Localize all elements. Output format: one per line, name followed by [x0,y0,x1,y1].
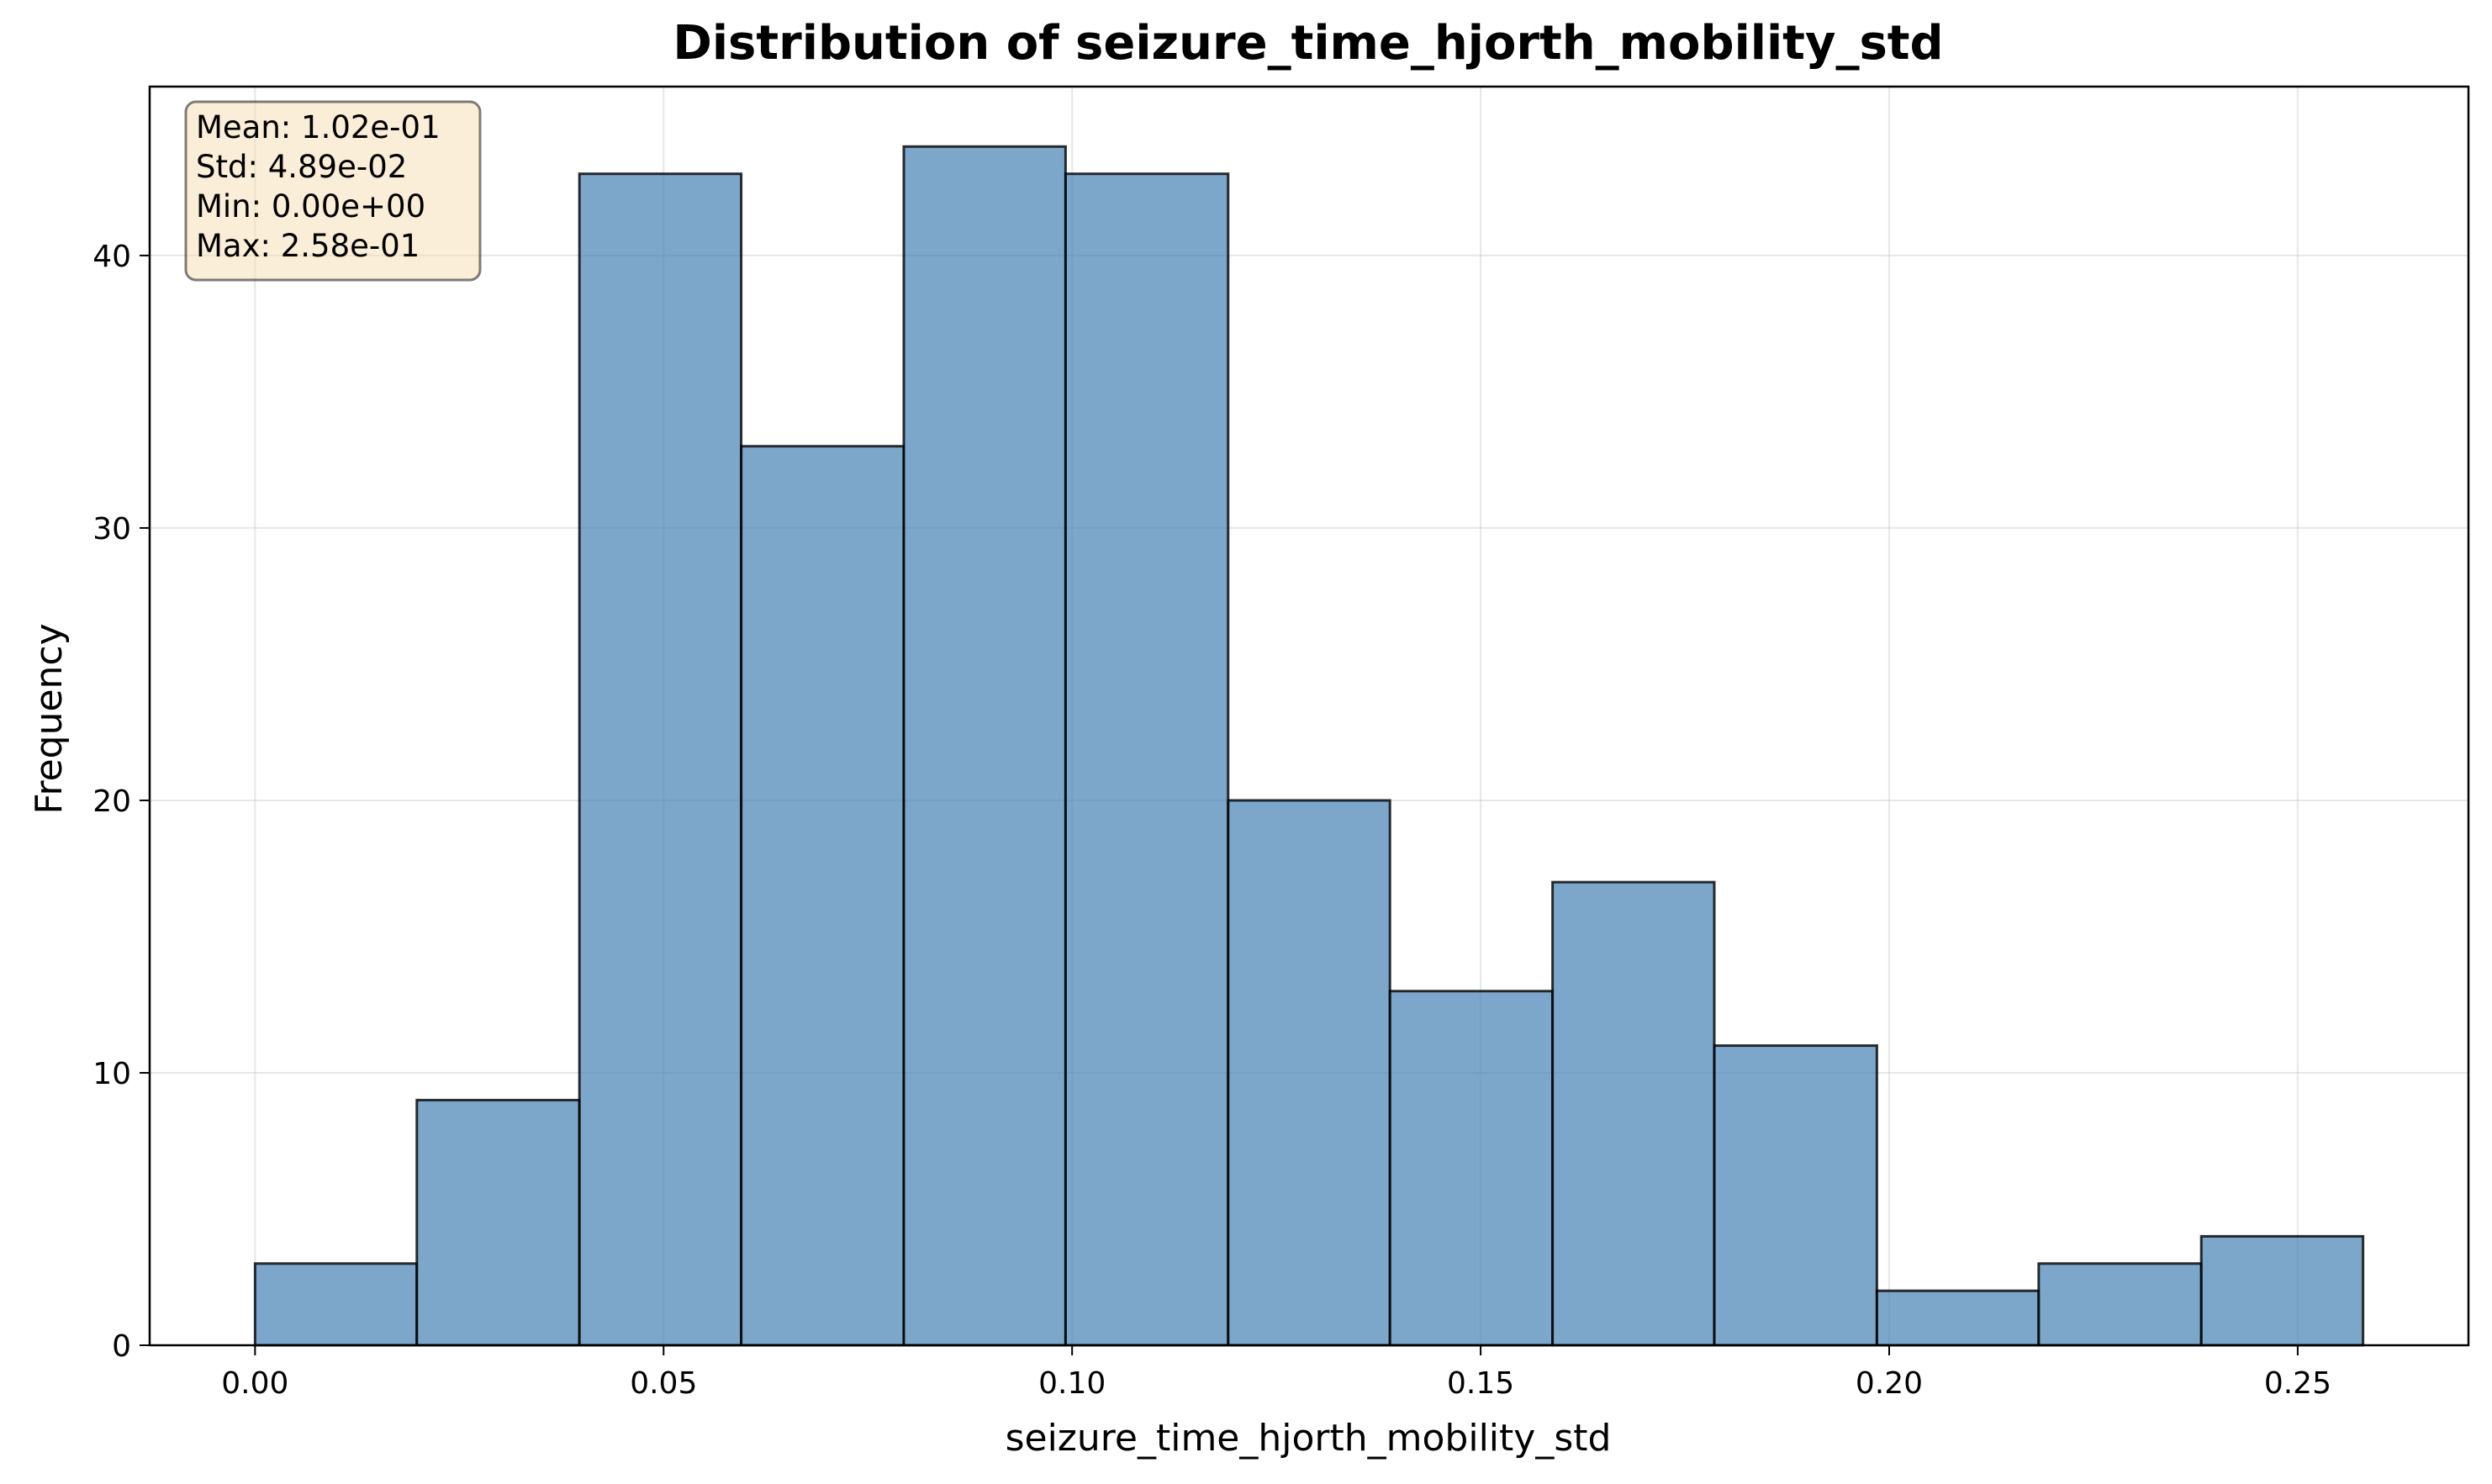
y-axis-ticks: 0 10 20 30 40 [92,240,150,1364]
x-tick-label: 0.05 [630,1366,697,1401]
histogram-bar [1875,1289,2041,1347]
x-tick-label: 0.25 [2264,1366,2331,1401]
histogram-bar [1713,1044,1878,1347]
histogram-bar [2037,1262,2203,1347]
x-axis-ticks: 0.00 0.05 0.10 0.15 0.20 0.25 [221,1345,2331,1401]
y-tick-label: 20 [92,784,131,819]
histogram-bar [1388,990,1555,1347]
x-tick-label: 0.20 [1856,1366,1923,1401]
histogram-bar [740,445,905,1347]
x-tick-label: 0.10 [1038,1366,1106,1401]
stats-box: Mean: 1.02e-01 Std: 4.89e-02 Min: 0.00e+… [184,100,482,282]
x-axis-label: seizure_time_hjorth_mobility_std [1006,1417,1612,1460]
histogram-bar [1551,880,1716,1347]
histogram-bar [902,145,1067,1347]
histogram-bar [253,1262,419,1347]
axes [148,85,2470,1347]
x-tick-label: 0.00 [221,1366,288,1401]
plot-frame [148,85,2470,1347]
histogram-bars [253,145,2365,1347]
histogram-bar [578,172,743,1347]
histogram-bar [1064,172,1230,1347]
y-tick-label: 40 [92,240,131,274]
y-axis-label: Frequency [28,623,71,814]
stats-box-background [184,100,482,282]
stats-max: Max: 2.58e-01 [196,228,420,264]
x-tick-label: 0.15 [1447,1366,1514,1401]
y-tick-label: 10 [92,1057,131,1091]
y-tick-label: 30 [92,512,131,547]
histogram-bar [2199,1234,2365,1347]
histogram-bar [1227,799,1391,1347]
chart-title: Distribution of seizure_time_hjorth_mobi… [673,16,1943,71]
stats-min: Min: 0.00e+00 [196,188,425,224]
stats-mean: Mean: 1.02e-01 [196,109,441,145]
histogram-bar [415,1098,581,1347]
y-tick-label: 0 [112,1329,131,1364]
stats-std: Std: 4.89e-02 [196,149,407,185]
